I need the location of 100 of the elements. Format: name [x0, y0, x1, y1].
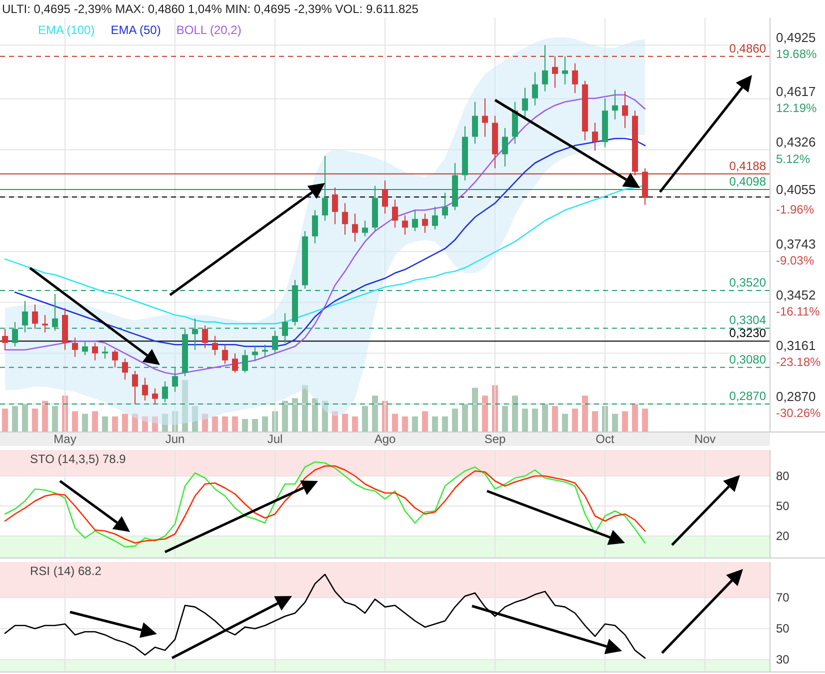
bar [632, 403, 638, 432]
y-tick-label: 0,4617 [776, 84, 816, 99]
y-tick-label: 0,3452 [776, 287, 816, 302]
y-tick-label: 80 [776, 469, 790, 483]
bar [562, 414, 568, 432]
bar [282, 400, 288, 432]
x-tick-label: Jun [165, 432, 185, 446]
chart-title: STO (14,3,5) 78.9 [30, 452, 126, 466]
y-tick-label: 0,4326 [776, 134, 816, 150]
bar [352, 416, 358, 432]
text: BOLL (20,2) [176, 23, 242, 37]
bar [342, 414, 348, 432]
y-tick-label: 30 [776, 652, 790, 667]
y-tick-label: 0,3161 [776, 338, 816, 354]
bar [592, 411, 598, 432]
bar [502, 406, 508, 432]
bar [572, 408, 578, 432]
y-tick-label: 0,3743 [776, 236, 816, 252]
bar [72, 411, 78, 432]
bar [582, 396, 588, 432]
x-tick-label: May [54, 432, 76, 446]
bar [152, 416, 158, 432]
bar [622, 411, 628, 432]
bar [132, 414, 138, 432]
text: EMA (100) [38, 23, 95, 37]
bar [432, 416, 438, 432]
bar [412, 416, 418, 432]
bar [212, 416, 218, 432]
y-tick-label: 50 [776, 499, 790, 513]
bar [392, 414, 398, 432]
bar [312, 398, 318, 432]
bar [182, 380, 188, 432]
bar [2, 408, 8, 432]
y-tick-label: 0,4925 [776, 30, 816, 46]
ref-line-label: 0,3230 [729, 326, 766, 340]
y-tick-label: 70 [776, 590, 790, 605]
bar [472, 388, 478, 432]
bar [12, 406, 18, 432]
y2-tick-label: 5.12% [776, 152, 810, 166]
bar [222, 416, 228, 432]
x-tick-label: Nov [694, 432, 716, 446]
bar [82, 414, 88, 432]
bar [242, 419, 248, 432]
y2-tick-label: -16.11% [776, 304, 820, 318]
ref-line-label: 0,4188 [729, 158, 766, 173]
chart-title: ULTI: 0,4695 -2,39% MAX: 0,4860 1,04% MIN: 0,4695 -2,39% VOL: 9.611.825 [2, 2, 419, 16]
y2-tick-label: -23.18% [776, 355, 822, 370]
bar [362, 406, 368, 432]
y2-tick-label: -9.03% [776, 253, 814, 268]
bar [552, 406, 558, 432]
ref-line-label: 0,4098 [729, 174, 766, 189]
bar [252, 419, 258, 432]
bar [232, 416, 238, 432]
y2-tick-label: 12.19% [776, 100, 818, 115]
x-tick-label: Sep [484, 432, 506, 446]
bar [42, 400, 48, 432]
bar [22, 403, 28, 432]
bar [142, 416, 148, 432]
bar [452, 408, 458, 432]
ref-line-label: 0,2870 [729, 389, 766, 404]
bar [262, 416, 268, 432]
y-tick-label: 0,4055 [776, 182, 816, 198]
bar [292, 398, 298, 432]
bar [102, 416, 108, 432]
y2-tick-label: 19.68% [776, 47, 818, 62]
bar [112, 416, 118, 432]
bar [92, 411, 98, 432]
bar [122, 414, 128, 432]
bar [532, 408, 538, 432]
bar [332, 411, 338, 432]
bar [612, 414, 618, 432]
bar [512, 396, 518, 432]
bar [162, 414, 168, 432]
text: EMA (50) [110, 23, 161, 37]
bar [372, 396, 378, 432]
x-tick-label: Ago [374, 432, 396, 446]
y-tick-label: 50 [776, 622, 790, 636]
bar [402, 416, 408, 432]
y-tick-label: 20 [776, 529, 790, 543]
ref-line-label: 0,4860 [729, 41, 766, 56]
bar [642, 408, 648, 432]
bar [322, 400, 328, 432]
ref-line-label: 0,3520 [729, 276, 766, 290]
x-tick-label: Jul [267, 432, 283, 446]
bar [52, 406, 58, 432]
bar [442, 416, 448, 432]
x-tick-label: Oct [596, 432, 615, 446]
ref-line-label: 0,3304 [729, 313, 766, 328]
bar [462, 403, 468, 432]
y2-tick-label: -1.96% [776, 202, 814, 217]
y-tick-label: 0,2870 [776, 389, 816, 404]
chart-title: RSI (14) 68.2 [30, 564, 102, 578]
y2-tick-label: -30.26% [776, 406, 822, 420]
bar [522, 408, 528, 432]
bar [202, 414, 208, 432]
bar [32, 408, 38, 432]
bar [302, 385, 308, 432]
bar [542, 403, 548, 432]
bar [192, 406, 198, 432]
bar [422, 411, 428, 432]
